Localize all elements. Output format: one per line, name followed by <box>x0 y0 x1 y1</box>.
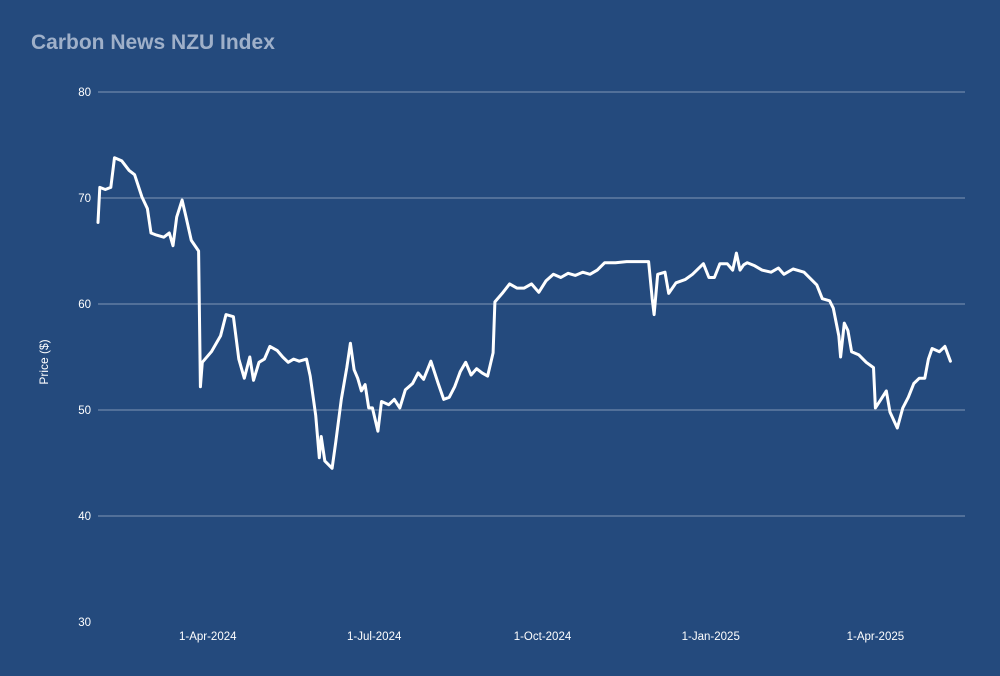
y-tick-label: 80 <box>78 87 91 99</box>
series-layer <box>96 156 952 470</box>
y-tick-label: 30 <box>78 617 91 629</box>
grid-lines <box>98 91 965 517</box>
y-tick-label: 40 <box>78 511 91 523</box>
y-tick-label: 60 <box>78 299 91 311</box>
x-axis-ticks: 1-Apr-2024 1-Jul-2024 1-Oct-2024 1-Jan-2025… <box>179 631 904 643</box>
chart-title: Carbon News NZU Index <box>31 31 275 54</box>
y-axis-ticks: 30 40 50 60 70 80 <box>78 87 91 629</box>
series-line-nzu-price <box>96 156 952 470</box>
y-tick-label: 50 <box>78 405 91 417</box>
x-tick-label: 1-Jul-2024 <box>347 631 402 643</box>
x-tick-label: 1-Jan-2025 <box>682 631 740 643</box>
x-tick-label: 1-Apr-2024 <box>179 631 237 643</box>
y-axis-title: Price ($) <box>37 339 51 384</box>
x-tick-label: 1-Oct-2024 <box>514 631 572 643</box>
y-tick-label: 70 <box>78 193 91 205</box>
x-tick-label: 1-Apr-2025 <box>847 631 905 643</box>
